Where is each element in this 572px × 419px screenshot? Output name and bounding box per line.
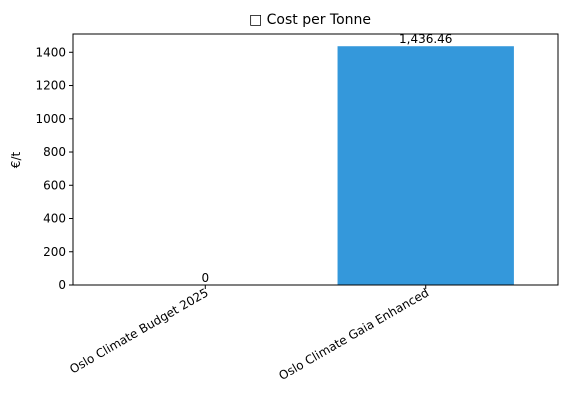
plot-frame bbox=[72, 33, 559, 286]
y-tick-label-2: 200 bbox=[43, 245, 66, 259]
bar-value-label-2: 1,436.46 bbox=[399, 32, 452, 46]
y-tick-label-3: 400 bbox=[43, 212, 66, 226]
y-tick-label-1: 0 bbox=[58, 278, 66, 292]
bar-2 bbox=[337, 46, 514, 285]
y-tick-label-5: 800 bbox=[43, 145, 66, 159]
y-tick-label-7: 1200 bbox=[35, 79, 66, 93]
bar-value-label-1: 0 bbox=[201, 271, 209, 285]
y-tick-label-8: 1400 bbox=[35, 45, 66, 59]
y-tick-label-6: 1000 bbox=[35, 112, 66, 126]
y-tick-label-4: 600 bbox=[43, 178, 66, 192]
y-axis-label: €/t bbox=[9, 152, 23, 169]
bars: 0 1,436.46 bbox=[201, 32, 514, 285]
chart-title: □ Cost per Tonne bbox=[249, 12, 371, 28]
